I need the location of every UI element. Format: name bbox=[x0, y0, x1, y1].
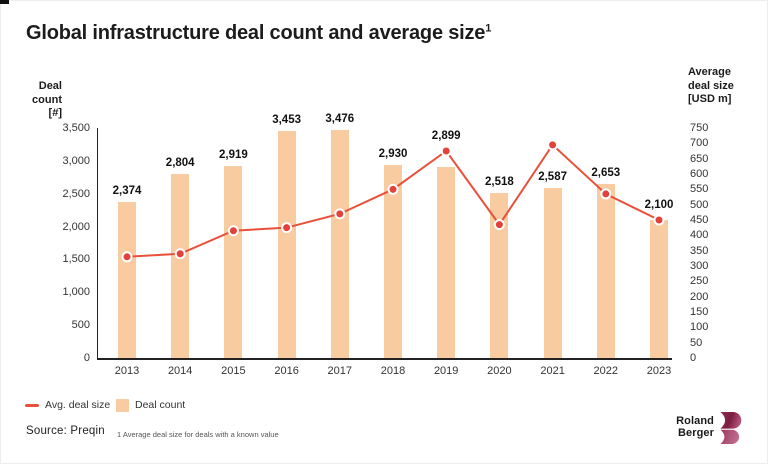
footnote: 1 Average deal size for deals with a kno… bbox=[117, 430, 279, 439]
value-label-2018: 2,930 bbox=[378, 148, 408, 161]
logo-b-icon bbox=[720, 412, 742, 444]
line-marker-2019 bbox=[440, 145, 452, 157]
x-tick-2021: 2021 bbox=[540, 365, 565, 377]
line-marker-2013 bbox=[121, 251, 133, 263]
right-tick-400: 400 bbox=[690, 229, 709, 242]
y-axis-line bbox=[97, 128, 98, 359]
source-label: Source: Preqin bbox=[26, 425, 105, 437]
right-tick-500: 500 bbox=[690, 198, 709, 211]
bar-2017 bbox=[330, 129, 349, 358]
x-axis-line bbox=[97, 358, 672, 360]
right-axis-title-line2: deal size bbox=[688, 79, 734, 92]
right-tick-700: 700 bbox=[690, 137, 709, 150]
legend-line-label: Avg. deal size bbox=[45, 399, 111, 411]
right-tick-50: 50 bbox=[690, 336, 703, 349]
x-tick-2019: 2019 bbox=[433, 365, 459, 377]
left-tick-3000: 3,000 bbox=[62, 154, 90, 167]
logo-word-line2: Berger bbox=[677, 426, 714, 439]
left-tick-0: 0 bbox=[83, 352, 90, 364]
left-tick-1500: 1,500 bbox=[62, 253, 90, 266]
x-tick-2018: 2018 bbox=[380, 365, 406, 377]
avg-deal-size-line bbox=[121, 139, 665, 263]
left-tick-3500: 3,500 bbox=[62, 122, 90, 134]
x-tick-2022: 2022 bbox=[593, 365, 619, 377]
right-tick-650: 650 bbox=[690, 152, 709, 165]
value-label-2020: 2,518 bbox=[485, 175, 514, 188]
right-tick-450: 450 bbox=[690, 214, 709, 226]
bar-2023 bbox=[650, 220, 668, 358]
x-tick-2013: 2013 bbox=[114, 365, 140, 377]
bar-2022 bbox=[596, 183, 615, 358]
right-tick-250: 250 bbox=[690, 275, 709, 288]
right-tick-350: 350 bbox=[690, 244, 709, 257]
right-axis-title: Average deal size [USD m] bbox=[688, 66, 758, 107]
left-axis-title-line2: [#] bbox=[48, 107, 62, 119]
roland-berger-logo: Roland Berger bbox=[610, 412, 750, 446]
corner-mark bbox=[0, 0, 9, 4]
value-label-2019: 2,899 bbox=[431, 130, 461, 142]
right-tick-100: 100 bbox=[690, 321, 709, 334]
x-tick-2016: 2016 bbox=[274, 365, 299, 377]
right-tick-150: 150 bbox=[690, 306, 709, 318]
page-title: Global infrastructure deal count and ave… bbox=[26, 22, 491, 45]
plot-area: 2,374 2,804 2,919 3,453 3,476 2,930 2,899 2,518… bbox=[97, 113, 673, 360]
page-title-text: Global infrastructure deal count and ave… bbox=[26, 22, 486, 44]
legend: Avg. deal size Deal count bbox=[0, 396, 400, 416]
legend-bar-swatch bbox=[116, 399, 129, 412]
left-tick-2500: 2,500 bbox=[62, 187, 90, 200]
page-title-footnote-marker: 1 bbox=[485, 22, 492, 35]
left-tick-1000: 1,000 bbox=[62, 286, 90, 299]
right-axis-title-line1: Average bbox=[688, 66, 732, 78]
left-tick-500: 500 bbox=[71, 319, 90, 332]
line-marker-2015 bbox=[227, 225, 239, 237]
line-marker-2023 bbox=[653, 214, 665, 226]
value-label-2015: 2,919 bbox=[219, 149, 248, 162]
bar-2018 bbox=[384, 165, 402, 358]
x-tick-2017: 2017 bbox=[327, 365, 353, 377]
bar-2020 bbox=[490, 192, 509, 358]
right-tick-600: 600 bbox=[690, 168, 709, 180]
value-label-2016: 3,453 bbox=[272, 114, 301, 127]
right-tick-550: 550 bbox=[690, 183, 709, 196]
line-marker-2014 bbox=[174, 248, 186, 260]
value-label-2014: 2,804 bbox=[165, 156, 195, 169]
logo-wordmark: Roland Berger bbox=[610, 415, 714, 439]
x-tick-2020: 2020 bbox=[487, 365, 512, 377]
line-marker-2022 bbox=[600, 188, 612, 200]
x-tick-2015: 2015 bbox=[221, 365, 246, 377]
line-marker-2020 bbox=[493, 219, 505, 231]
value-label-2017: 3,476 bbox=[325, 112, 355, 125]
left-tick-2000: 2,000 bbox=[62, 220, 90, 233]
right-axis-title-line3: [USD m] bbox=[688, 93, 732, 105]
legend-line-swatch bbox=[25, 404, 39, 407]
x-tick-2023: 2023 bbox=[646, 365, 672, 377]
x-tick-2014: 2014 bbox=[167, 365, 193, 377]
line-marker-2021 bbox=[547, 139, 559, 151]
right-tick-750: 750 bbox=[690, 122, 709, 134]
logo-word-line1: Roland bbox=[676, 415, 714, 427]
bar-2014 bbox=[171, 173, 190, 358]
right-tick-0: 0 bbox=[690, 352, 697, 364]
value-label-2023: 2,100 bbox=[644, 199, 674, 211]
right-tick-200: 200 bbox=[690, 290, 709, 303]
value-label-2021: 2,587 bbox=[538, 170, 567, 183]
bar-2021 bbox=[543, 187, 562, 358]
bar-2019 bbox=[437, 167, 456, 358]
value-label-2022: 2,653 bbox=[591, 166, 621, 179]
bar-2015 bbox=[224, 166, 243, 358]
left-axis-title-line1: Deal count bbox=[32, 80, 62, 106]
right-tick-300: 300 bbox=[690, 260, 709, 272]
left-axis-title: Deal count [#] bbox=[10, 80, 62, 121]
line-marker-2017 bbox=[334, 208, 346, 220]
bar-2016 bbox=[277, 131, 296, 358]
bar-2013 bbox=[118, 201, 136, 358]
line-marker-2016 bbox=[281, 222, 293, 234]
value-label-2013: 2,374 bbox=[112, 184, 142, 197]
legend-bar-label: Deal count bbox=[135, 399, 186, 411]
line-marker-2018 bbox=[387, 183, 399, 195]
